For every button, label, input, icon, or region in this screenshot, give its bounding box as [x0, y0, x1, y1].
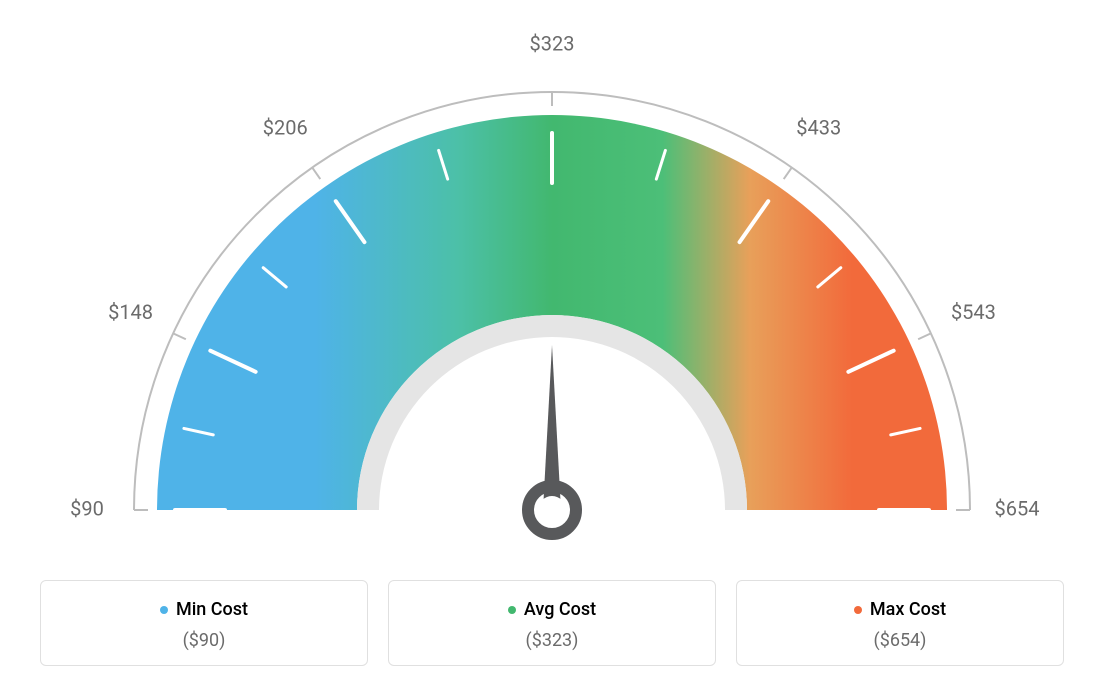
legend-avg-label: Avg Cost	[524, 599, 596, 620]
gauge-tick-label: $90	[70, 496, 104, 520]
legend-min-title: Min Cost	[160, 599, 248, 620]
legend-avg-value: ($323)	[399, 630, 705, 651]
scale-tick	[784, 168, 792, 179]
legend-min-label: Min Cost	[176, 599, 248, 620]
cost-gauge: $90 $148 $206 $323 $433 $543 $654	[42, 10, 1062, 574]
legend-avg: Avg Cost ($323)	[388, 580, 716, 667]
dot-avg	[508, 606, 516, 614]
dot-min	[160, 606, 168, 614]
scale-tick	[918, 333, 931, 339]
gauge-tick-label: $433	[796, 115, 841, 139]
gauge-tick-label: $323	[530, 31, 575, 55]
legend-max-label: Max Cost	[870, 599, 946, 620]
legend-max-title: Max Cost	[854, 599, 946, 620]
scale-tick	[173, 333, 186, 339]
legend-min-value: ($90)	[51, 630, 357, 651]
dot-max	[854, 606, 862, 614]
scale-tick	[312, 168, 320, 179]
gauge-svg: $90 $148 $206 $323 $433 $543 $654	[42, 10, 1062, 570]
legend-min: Min Cost ($90)	[40, 580, 368, 667]
legend-row: Min Cost ($90) Avg Cost ($323) Max Cost …	[40, 580, 1064, 667]
legend-avg-title: Avg Cost	[508, 599, 596, 620]
legend-max-value: ($654)	[747, 630, 1053, 651]
gauge-tick-label: $543	[951, 300, 996, 324]
gauge-tick-label: $206	[263, 115, 308, 139]
gauge-tick-label: $148	[108, 300, 153, 324]
gauge-tick-label: $654	[995, 496, 1040, 520]
gauge-needle-hub-inner	[538, 496, 566, 524]
legend-max: Max Cost ($654)	[736, 580, 1064, 667]
